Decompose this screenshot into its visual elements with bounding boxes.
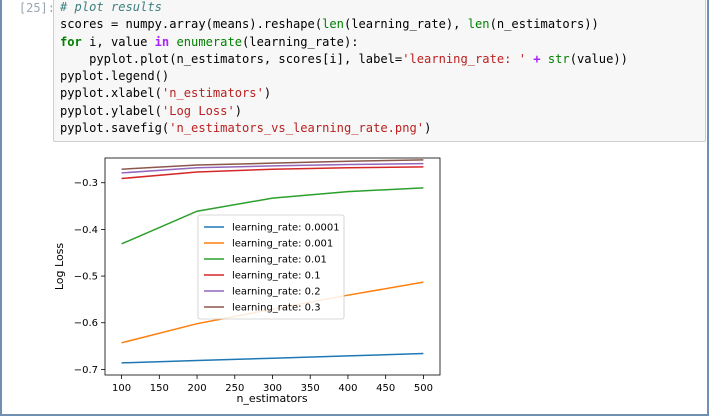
legend-label: learning_rate: 0.1 xyxy=(232,271,321,282)
code-token: enumerate xyxy=(176,34,243,49)
code-token: 'n_estimators_vs_learning_rate.png' xyxy=(169,121,425,136)
window-right-border xyxy=(707,0,709,416)
code-token: str xyxy=(547,51,570,66)
code-token: # plot results xyxy=(60,0,162,14)
code-line: pyplot.savefig('n_estimators_vs_learning… xyxy=(60,120,628,137)
code-token: i, value xyxy=(81,34,155,49)
code-token xyxy=(169,35,176,49)
code-token: (value)) xyxy=(569,51,628,66)
code-token: (n_estimators)) xyxy=(489,17,599,32)
y-axis-label: Log Loss xyxy=(53,243,66,291)
axis-ticks: 100 150 200 250 300 350 400 450 500 −0.7 −0.6 −0.5 −… xyxy=(74,178,433,394)
x-tick-label: 200 xyxy=(188,383,207,394)
plot-frame xyxy=(104,157,441,376)
code-token: pyplot.savefig( xyxy=(60,121,170,136)
code-token: len xyxy=(322,17,344,32)
code-token: for xyxy=(60,34,82,49)
x-tick-label: 500 xyxy=(414,383,433,394)
code-token: 'Log Loss' xyxy=(161,103,235,118)
legend-label: learning_rate: 0.3 xyxy=(232,303,321,314)
cell-output: 100 150 200 250 300 350 400 450 500 −0.7 −0.6 −0.5 −… xyxy=(53,145,453,410)
y-tick-label: −0.4 xyxy=(74,225,98,236)
x-tick-label: 450 xyxy=(376,383,395,394)
code-token: len xyxy=(467,17,490,32)
y-tick-label: −0.6 xyxy=(74,318,98,329)
code-token: ) xyxy=(424,121,432,136)
code-token: pyplot.legend() xyxy=(60,69,170,84)
legend-box xyxy=(197,214,345,320)
code-line: # plot results xyxy=(60,0,628,16)
x-tick-label: 400 xyxy=(338,383,357,394)
x-tick-label: 300 xyxy=(263,383,282,394)
legend-label: learning_rate: 0.2 xyxy=(232,287,321,298)
code-token: 'n_estimators' xyxy=(161,86,264,101)
code-token: ) xyxy=(263,86,272,101)
cell-prompt: [25]: xyxy=(18,1,55,15)
code-line: scores = numpy.array(means).reshape(len(… xyxy=(60,16,628,33)
legend-label: learning_rate: 0.001 xyxy=(232,239,333,250)
series-line-4 xyxy=(121,162,424,174)
window-bottom-border xyxy=(0,414,709,416)
window-left-border xyxy=(0,0,2,416)
code-token: (learning_rate): xyxy=(242,34,359,49)
x-tick-label: 100 xyxy=(112,383,131,394)
legend-label: learning_rate: 0.0001 xyxy=(232,223,340,234)
series-lines xyxy=(121,159,424,364)
code-token: pyplot.plot(n_estimators, scores[i], lab… xyxy=(60,51,403,66)
x-tick-label: 350 xyxy=(301,383,320,394)
code-token: pyplot.ylabel( xyxy=(60,103,162,118)
code-token: ) xyxy=(234,103,243,118)
y-tick-label: −0.7 xyxy=(74,365,98,376)
series-line-3 xyxy=(121,166,424,180)
code-line: pyplot.xlabel('n_estimators') xyxy=(60,85,628,102)
code-token: pyplot.xlabel( xyxy=(60,86,162,101)
y-tick-label: −0.3 xyxy=(74,178,98,189)
code-line: for i, value in enumerate(learning_rate)… xyxy=(60,34,628,51)
code-token: in xyxy=(154,34,170,49)
code-token: (learning_rate), xyxy=(343,17,468,32)
code-token: scores = numpy.array(means).reshape( xyxy=(60,17,323,32)
chart-svg: 100 150 200 250 300 350 400 450 500 −0.7 −0.6 −0.5 −… xyxy=(53,157,441,405)
code-editor[interactable]: # plot results scores = numpy.array(means… xyxy=(60,0,628,137)
code-token: + xyxy=(526,51,548,66)
code-cell-input[interactable]: # plot results scores = numpy.array(means… xyxy=(53,0,706,142)
x-axis-label: n_estimators xyxy=(236,392,307,405)
x-tick-label: 150 xyxy=(150,383,169,394)
legend: learning_rate: 0.0001 learning_rate: 0.00… xyxy=(197,214,345,320)
x-tick-label: 250 xyxy=(225,383,244,394)
code-line: pyplot.ylabel('Log Loss') xyxy=(60,103,628,120)
y-tick-label: −0.5 xyxy=(74,272,98,283)
code-token: 'learning_rate: ' xyxy=(402,51,526,66)
code-line: pyplot.plot(n_estimators, scores[i], lab… xyxy=(60,51,628,68)
legend-label: learning_rate: 0.01 xyxy=(232,255,327,266)
code-line: pyplot.legend() xyxy=(60,68,628,85)
